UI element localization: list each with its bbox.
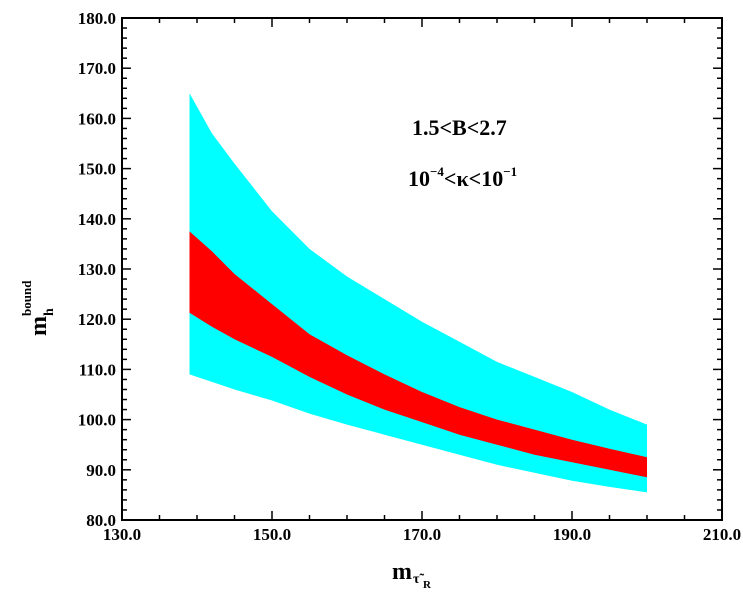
data-bands [189,93,647,493]
x-tick-label: 190.0 [553,525,591,544]
x-axis-label: m τ̃ R [392,559,432,591]
annotation-kappa-range: 10−4<κ<10−1 [408,164,517,191]
y-tick-label: 80.0 [86,511,116,530]
x-tick-label: 130.0 [103,525,141,544]
x-axis-label-main: m [392,559,412,585]
annotation-kappa-middle: <κ<10 [444,166,503,191]
y-tick-label: 100.0 [78,411,116,430]
x-axis-label-subsub: R [423,579,432,591]
y-tick-label: 90.0 [86,461,116,480]
annotation-kappa-base1: 10 [408,166,430,191]
y-tick-label: 120.0 [78,310,116,329]
y-tick-label: 110.0 [79,360,116,379]
x-tick-label: 150.0 [253,525,291,544]
y-axis-label: m h bound [19,280,57,336]
y-tick-label: 140.0 [78,210,116,229]
outer-band [189,93,647,493]
y-axis-label-sub: h [42,308,57,316]
y-tick-label: 170.0 [78,59,116,78]
annotation-kappa-exp2: −1 [503,164,517,179]
y-axis-label-main: m [26,316,52,336]
x-tick-label: 170.0 [403,525,441,544]
y-tick-label: 160.0 [78,109,116,128]
y-tick-label: 130.0 [78,260,116,279]
annotation-kappa-exp1: −4 [430,164,444,179]
y-tick-label: 180.0 [78,9,116,28]
y-tick-label: 150.0 [78,160,116,179]
annotation-b-range: 1.5<B<2.7 [412,115,507,140]
x-axis-label-sub: τ̃ [413,572,424,587]
x-tick-label: 210.0 [703,525,741,544]
tick-marks [121,17,723,521]
y-axis-label-sup: bound [19,280,34,316]
tick-labels: 130.0 150.0 170.0 190.0 210.0 80.0 90.0 100.0 11… [78,9,741,544]
inner-band [189,231,647,478]
